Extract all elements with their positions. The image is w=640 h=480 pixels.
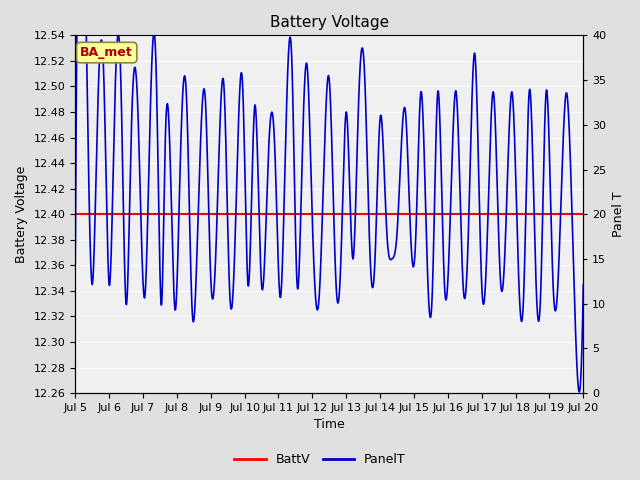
Y-axis label: Panel T: Panel T bbox=[612, 192, 625, 237]
Legend: BattV, PanelT: BattV, PanelT bbox=[229, 448, 411, 471]
Title: Battery Voltage: Battery Voltage bbox=[269, 15, 389, 30]
Text: BA_met: BA_met bbox=[81, 46, 133, 59]
Y-axis label: Battery Voltage: Battery Voltage bbox=[15, 166, 28, 263]
X-axis label: Time: Time bbox=[314, 419, 345, 432]
